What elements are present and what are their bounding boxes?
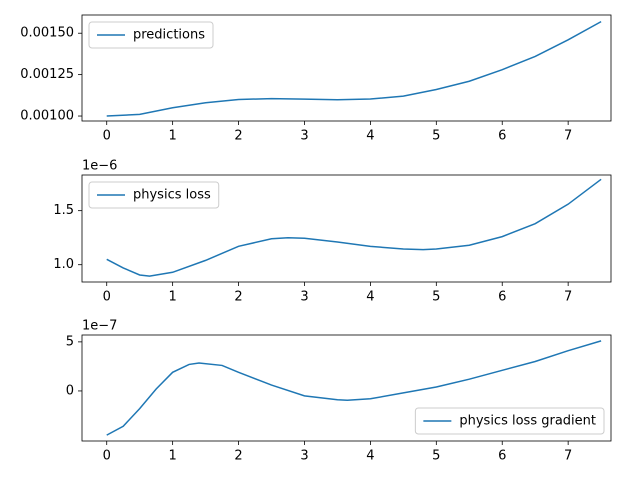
- x-tick-label: 1: [168, 129, 176, 144]
- axes-frame: [81, 334, 612, 442]
- legend: predictions: [88, 21, 214, 49]
- x-tick-label: 3: [300, 449, 308, 464]
- legend-label: predictions: [133, 28, 205, 43]
- x-tick-label: 6: [498, 449, 506, 464]
- x-tick-label: 4: [366, 290, 374, 305]
- line: [106, 340, 602, 436]
- line: [106, 178, 602, 277]
- x-tick-label: 5: [432, 449, 440, 464]
- legend: physics loss gradient: [414, 407, 605, 435]
- x-tick-label: 2: [234, 290, 242, 305]
- x-tick-label: 7: [564, 290, 572, 305]
- legend-box: [88, 181, 220, 209]
- legend-label: physics loss: [133, 188, 211, 203]
- y-tick-label: 1.5: [53, 203, 74, 218]
- y-tick-label: 0.00100: [20, 109, 74, 124]
- x-tick-label: 0: [103, 290, 111, 305]
- y-offset-label: 1e−7: [82, 319, 117, 334]
- legend: physics loss: [88, 181, 220, 209]
- y-tick-label: 0: [66, 383, 74, 398]
- x-tick-label: 7: [564, 129, 572, 144]
- x-tick-label: 0: [103, 129, 111, 144]
- y-tick-label: 0.00125: [20, 67, 74, 82]
- y-tick-label: 0.00150: [20, 26, 74, 41]
- x-tick-label: 0: [103, 449, 111, 464]
- x-tick-label: 6: [498, 129, 506, 144]
- x-tick-label: 4: [366, 449, 374, 464]
- x-tick-label: 3: [300, 290, 308, 305]
- x-tick-label: 7: [564, 449, 572, 464]
- legend-label: physics loss gradient: [459, 414, 596, 429]
- y-offset-label: 1e−6: [82, 159, 117, 174]
- x-tick-label: 1: [168, 290, 176, 305]
- x-tick-label: 4: [366, 129, 374, 144]
- line: [106, 20, 602, 117]
- x-tick-label: 2: [234, 129, 242, 144]
- x-tick-label: 5: [432, 290, 440, 305]
- axes-frame: [81, 174, 612, 283]
- legend-box: [414, 407, 605, 435]
- x-tick-label: 5: [432, 129, 440, 144]
- y-tick-label: 1.0: [53, 257, 74, 272]
- x-tick-label: 6: [498, 290, 506, 305]
- x-tick-label: 2: [234, 449, 242, 464]
- x-tick-label: 3: [300, 129, 308, 144]
- axes-frame: [81, 14, 612, 122]
- x-tick-label: 1: [168, 449, 176, 464]
- y-tick-label: 5: [66, 334, 74, 349]
- legend-box: [88, 21, 214, 49]
